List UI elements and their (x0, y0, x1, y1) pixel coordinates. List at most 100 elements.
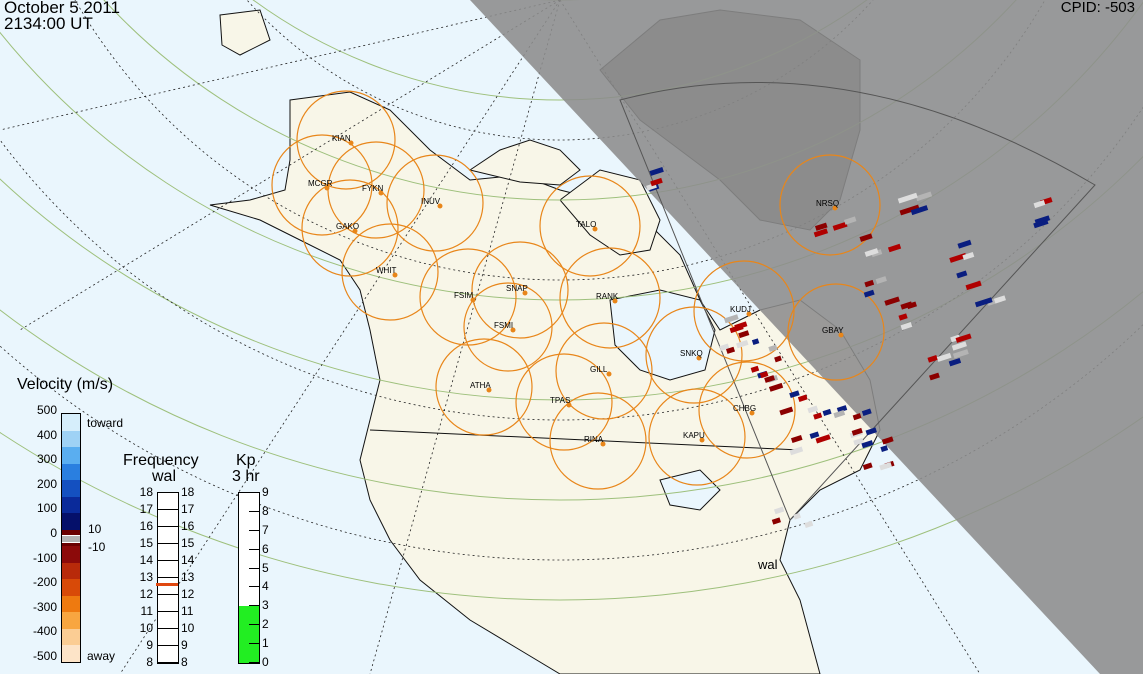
station-label-fsim: FSIM (454, 291, 473, 300)
velocity-vector (751, 338, 760, 346)
frequency-tick-label: 18 (139, 485, 153, 499)
station-label-tpas: TPAS (550, 396, 570, 405)
frequency-tick-label: 12 (181, 587, 195, 601)
station-marker-nrsq (832, 205, 838, 211)
velocity-swatch (62, 480, 80, 497)
kp-fill (239, 606, 259, 663)
velocity-vector (736, 339, 749, 349)
station-label-snkq: SNKQ (680, 349, 703, 358)
frequency-tick-label: 8 (146, 655, 153, 669)
kp-tick-label: 9 (262, 485, 269, 499)
kp-grid-line (249, 624, 259, 626)
fov-circle-gbay (787, 283, 885, 381)
kp-bar (238, 492, 260, 664)
velocity-vector (910, 205, 929, 216)
frequency-tick-label: 17 (139, 502, 153, 516)
frequency-bar (157, 492, 179, 664)
kp-tick-label: 0 (262, 655, 269, 669)
frequency-legend-subtitle: wal (152, 468, 177, 485)
velocity-tick-label: 400 (36, 427, 57, 442)
frequency-grid-line (158, 577, 178, 578)
station-marker-kudj (746, 311, 752, 317)
velocity-vector (719, 343, 730, 352)
velocity-swatch (62, 463, 80, 481)
station-label-mcgr: MCGR (308, 179, 333, 188)
velocity-vector (750, 365, 760, 373)
fov-circle-atha (435, 338, 533, 436)
velocity-swatch (62, 579, 80, 596)
velocity-swatch (62, 628, 80, 646)
velocity-vector (833, 410, 846, 419)
frequency-tick-label: 15 (139, 536, 153, 550)
station-label-nrsq: NRSQ (816, 199, 839, 208)
arctic-islands (468, 139, 581, 186)
station-label-fsmi: FSMI (494, 321, 513, 330)
velocity-vector (929, 372, 940, 381)
velocity-tick-label: -500 (32, 649, 57, 663)
velocity-vector (899, 204, 920, 216)
velocity-vector (836, 405, 848, 413)
date-label: October 5 2011 (4, 0, 120, 17)
station-marker-rank (612, 298, 618, 304)
fov-circle-kapu (648, 388, 746, 486)
velocity-vector (952, 349, 969, 359)
station-marker-whit (392, 272, 398, 278)
velocity-vector (875, 276, 887, 285)
velocity-vector (774, 355, 782, 363)
station-label-inuv: INUV (421, 197, 441, 206)
radar-label: wal (757, 557, 778, 572)
velocity-vector (862, 462, 873, 470)
velocity-vector (865, 427, 877, 436)
velocity-swatch (62, 645, 80, 662)
alaska-top (219, 9, 271, 56)
velocity-vector (814, 222, 828, 231)
kp-tick-label: 6 (262, 541, 269, 556)
frequency-tick-label: 10 (139, 621, 153, 635)
velocity-vector (738, 330, 750, 339)
velocity-swatch (62, 546, 80, 563)
velocity-tick-label: 200 (36, 476, 57, 491)
velocity-vector (863, 289, 875, 298)
velocity-vector (974, 297, 993, 308)
velocity-vector (807, 405, 819, 414)
frequency-tick-label: 9 (181, 638, 188, 652)
velocity-vector (813, 228, 829, 238)
velocity-vector (773, 506, 785, 515)
night-terminator-shade (470, 0, 1143, 674)
velocity-vector (793, 512, 801, 520)
fov-circle-nrsq (779, 154, 881, 256)
station-marker-fsim (470, 297, 476, 303)
velocity-vector (957, 239, 972, 249)
station-label-talo: TALO (576, 220, 596, 229)
velocity-swatch (62, 562, 80, 580)
frequency-tick-label: 16 (181, 519, 195, 533)
frequency-tick-label: 14 (181, 553, 195, 567)
velocity-vector (859, 233, 873, 242)
velocity-vector (864, 248, 879, 257)
kp-legend-subtitle: 3 hr (232, 468, 260, 485)
station-marker-gako (352, 228, 358, 234)
kp-tick-label: 1 (262, 636, 269, 651)
cpid-prefix: CPID: (1060, 0, 1101, 16)
fov-circle-kian (296, 90, 396, 190)
fov-circle-chbg (698, 361, 796, 459)
velocity-vector (948, 358, 962, 367)
frequency-grid-line (158, 628, 178, 629)
velocity-vector (927, 355, 938, 363)
station-marker-kian (348, 140, 354, 146)
kp-grid-line (249, 548, 259, 550)
station-label-rina: RINA (584, 435, 604, 444)
frequency-grid-line (158, 526, 178, 527)
velocity-vector (759, 371, 769, 379)
station-marker-snap (522, 290, 528, 296)
velocity-swatch (62, 595, 80, 613)
kp-tick-label: 3 (262, 598, 269, 613)
station-label-gako: GAKO (336, 222, 359, 231)
station-marker-gbay (838, 332, 844, 338)
velocity-vector (900, 301, 913, 310)
velocity-swatch (62, 447, 80, 464)
velocity-vector (879, 461, 893, 471)
station-marker-tpas (566, 402, 572, 408)
kp-legend-title: Kp (236, 452, 256, 469)
